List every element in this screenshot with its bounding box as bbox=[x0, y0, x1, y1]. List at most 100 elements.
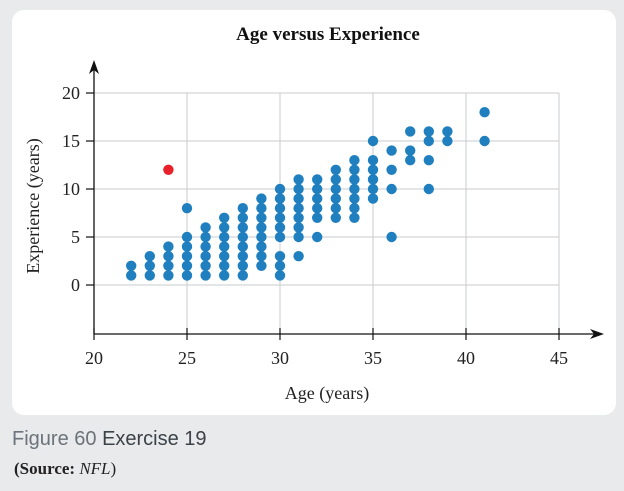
data-point bbox=[312, 231, 323, 243]
x-axis-label: Age (years) bbox=[285, 383, 369, 404]
figure-panel: 0 5 10 15 20 20 25 30 35 40 45 Age versus Experien… bbox=[12, 10, 616, 415]
data-point bbox=[312, 183, 323, 195]
data-point bbox=[256, 231, 267, 243]
y-tick-label: 5 bbox=[71, 227, 80, 247]
source-close: ) bbox=[110, 459, 117, 478]
data-point bbox=[256, 203, 267, 214]
data-point bbox=[349, 183, 360, 195]
source-note: (Source: NFL) bbox=[14, 459, 116, 479]
data-point bbox=[219, 222, 230, 233]
data-point bbox=[200, 231, 211, 243]
data-point bbox=[274, 270, 286, 281]
data-point bbox=[312, 203, 323, 214]
data-point bbox=[405, 155, 416, 166]
exercise-label: Exercise 19 bbox=[102, 428, 207, 450]
grid-layer bbox=[94, 92, 560, 334]
data-point bbox=[442, 135, 453, 147]
data-point bbox=[330, 193, 341, 204]
data-point bbox=[274, 231, 286, 243]
data-point bbox=[423, 126, 434, 137]
data-point bbox=[293, 203, 304, 214]
scatter-chart: 0 5 10 15 20 20 25 30 35 40 45 Age versus Experien… bbox=[23, 24, 604, 404]
y-tick-label: 15 bbox=[62, 131, 80, 151]
data-point bbox=[274, 212, 286, 223]
figure-caption: Figure 60 Exercise 19 bbox=[12, 428, 207, 451]
data-point bbox=[237, 251, 248, 262]
data-point bbox=[274, 183, 286, 195]
data-point bbox=[181, 231, 193, 243]
data-point bbox=[237, 270, 248, 281]
data-point bbox=[256, 193, 267, 204]
highlighted-data-point bbox=[163, 164, 174, 175]
x-axis-arrow bbox=[590, 329, 604, 339]
data-point bbox=[293, 193, 304, 204]
data-point bbox=[293, 222, 304, 233]
data-point bbox=[330, 164, 341, 175]
data-point bbox=[219, 231, 230, 243]
data-point bbox=[237, 231, 248, 243]
data-point bbox=[163, 260, 174, 271]
data-point bbox=[386, 164, 397, 175]
x-tick-label: 35 bbox=[364, 348, 382, 368]
data-point bbox=[126, 270, 137, 281]
data-point bbox=[349, 203, 360, 214]
data-point bbox=[293, 212, 304, 223]
data-point bbox=[200, 222, 211, 233]
data-point bbox=[219, 251, 230, 262]
data-point bbox=[274, 203, 286, 214]
data-point bbox=[237, 241, 248, 252]
figure-number: Figure 60 bbox=[12, 428, 97, 450]
data-point bbox=[200, 270, 211, 281]
data-point bbox=[163, 241, 174, 252]
x-tick-label: 45 bbox=[550, 348, 568, 368]
data-point bbox=[312, 174, 323, 185]
data-point bbox=[256, 241, 267, 252]
data-point bbox=[274, 251, 286, 262]
y-tick-label: 10 bbox=[62, 179, 80, 199]
x-tick-label: 25 bbox=[178, 348, 196, 368]
data-point bbox=[349, 164, 360, 175]
data-point bbox=[181, 251, 193, 262]
data-point bbox=[330, 203, 341, 214]
data-point bbox=[163, 251, 174, 262]
data-point bbox=[423, 183, 434, 195]
data-point bbox=[256, 222, 267, 233]
data-point bbox=[256, 251, 267, 262]
chart-title: Age versus Experience bbox=[236, 24, 420, 45]
data-point bbox=[144, 260, 155, 271]
data-point bbox=[144, 251, 155, 262]
data-point bbox=[293, 231, 304, 243]
data-point bbox=[479, 107, 490, 118]
data-point bbox=[219, 260, 230, 271]
data-point bbox=[442, 126, 453, 137]
data-point bbox=[293, 174, 304, 185]
data-point bbox=[405, 126, 416, 137]
source-open: ( bbox=[14, 459, 20, 478]
y-tick-label: 20 bbox=[62, 83, 80, 103]
data-point bbox=[423, 135, 434, 147]
data-point bbox=[293, 183, 304, 195]
source-name: NFL bbox=[79, 459, 111, 478]
data-point bbox=[200, 251, 211, 262]
data-point bbox=[386, 231, 397, 243]
data-point bbox=[405, 145, 416, 156]
data-point bbox=[237, 260, 248, 271]
data-point bbox=[367, 174, 379, 185]
data-point bbox=[219, 241, 230, 252]
data-point bbox=[219, 212, 230, 223]
data-point bbox=[256, 260, 267, 271]
data-point bbox=[274, 193, 286, 204]
data-point bbox=[274, 260, 286, 271]
data-point bbox=[330, 183, 341, 195]
data-point bbox=[237, 222, 248, 233]
data-point bbox=[367, 164, 379, 175]
data-point bbox=[367, 155, 379, 166]
data-point bbox=[181, 260, 193, 271]
data-point bbox=[163, 270, 174, 281]
data-point bbox=[386, 183, 397, 195]
data-point bbox=[219, 270, 230, 281]
source-label: Source: bbox=[19, 459, 76, 478]
y-tick-label: 0 bbox=[71, 275, 80, 295]
data-point bbox=[256, 212, 267, 223]
data-point bbox=[200, 260, 211, 271]
